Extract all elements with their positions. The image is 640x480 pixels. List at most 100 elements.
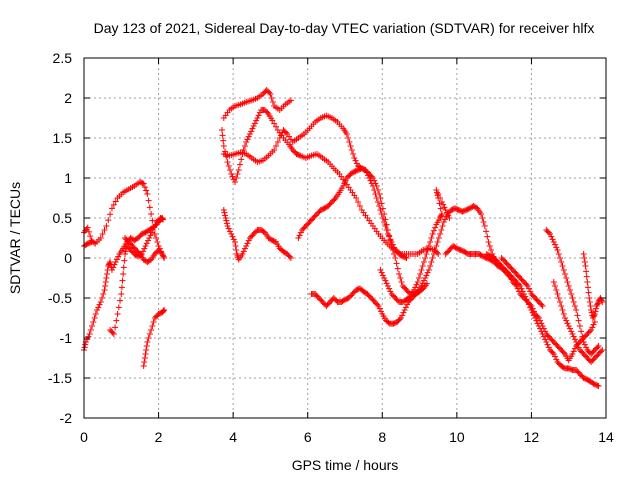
data-point: [245, 133, 252, 140]
data-point: [100, 291, 107, 297]
data-point: [220, 137, 227, 144]
data-point: [569, 351, 576, 357]
data-point: [141, 245, 148, 252]
data-point: [587, 303, 594, 309]
data-point: [297, 229, 304, 236]
data-point: [230, 236, 237, 243]
data-point: [594, 301, 601, 308]
x-tick-label: 12: [524, 429, 540, 445]
data-point: [141, 184, 148, 191]
data-point: [403, 255, 410, 261]
data-point: [381, 219, 388, 225]
data-point: [374, 301, 381, 308]
data-point: [223, 220, 230, 227]
y-tick-label: 0: [64, 250, 72, 266]
data-point: [140, 180, 147, 187]
data-point: [542, 328, 549, 335]
data-point: [399, 312, 406, 319]
data-point: [246, 131, 253, 137]
data-point: [224, 223, 231, 229]
data-point: [552, 353, 559, 360]
data-point: [478, 211, 485, 217]
data-point: [145, 197, 152, 204]
data-point: [240, 248, 247, 255]
data-point: [287, 255, 294, 261]
data-point: [271, 120, 278, 127]
data-point: [274, 139, 281, 145]
data-point: [161, 255, 168, 261]
data-point: [145, 237, 152, 244]
data-point: [220, 207, 227, 213]
data-point: [599, 347, 606, 353]
data-point: [269, 99, 276, 105]
data-point: [584, 284, 591, 291]
data-point: [387, 236, 394, 243]
data-point: [120, 271, 127, 277]
data-point: [115, 304, 122, 311]
data-point: [414, 279, 421, 285]
data-point: [568, 291, 575, 297]
data-point: [560, 349, 567, 356]
data-point: [432, 224, 439, 231]
data-point: [397, 315, 404, 321]
data-point: [223, 217, 230, 224]
data-point: [590, 321, 597, 328]
data-point: [143, 187, 150, 194]
data-point: [384, 231, 391, 237]
data-point: [588, 307, 595, 313]
data-point: [108, 267, 115, 273]
x-tick-label: 6: [304, 429, 312, 445]
data-point: [241, 143, 248, 149]
data-point: [387, 288, 394, 295]
data-point: [435, 191, 442, 197]
data-point: [486, 243, 493, 249]
data-point: [373, 195, 380, 201]
data-point: [538, 301, 545, 308]
data-point: [434, 239, 441, 245]
data-point: [255, 112, 262, 119]
data-point: [397, 275, 404, 281]
data-point: [141, 359, 148, 365]
data-point: [575, 344, 582, 351]
data-point: [422, 275, 429, 281]
y-tick-label: -1.5: [48, 370, 72, 386]
data-point: [539, 303, 546, 309]
data-point: [598, 296, 605, 303]
data-point: [379, 215, 386, 221]
data-point: [243, 139, 250, 145]
data-point: [437, 205, 444, 212]
data-point: [581, 259, 588, 265]
data-point: [251, 120, 258, 127]
data-point: [118, 284, 125, 291]
data-point: [353, 160, 360, 167]
data-point: [121, 257, 128, 264]
data-point: [95, 304, 102, 311]
data-point: [557, 255, 564, 261]
data-point: [239, 251, 246, 257]
data-point: [153, 235, 160, 241]
data-point: [589, 315, 596, 321]
data-point: [593, 303, 600, 309]
data-point: [224, 159, 231, 165]
data-point: [145, 335, 152, 341]
data-point: [378, 308, 385, 315]
data-point: [527, 288, 534, 295]
data-point: [430, 251, 437, 257]
data-point: [268, 95, 275, 101]
data-point: [569, 331, 576, 337]
data-point: [540, 325, 547, 332]
data-point: [378, 211, 385, 217]
data-point: [549, 349, 556, 356]
data-point: [244, 136, 251, 143]
series-8: [220, 112, 514, 297]
data-point: [159, 251, 166, 257]
data-point: [222, 148, 229, 155]
data-point: [372, 191, 379, 197]
data-point: [569, 295, 576, 301]
data-point: [86, 331, 93, 337]
data-point: [383, 280, 390, 287]
data-point: [433, 243, 440, 249]
data-point: [353, 195, 360, 201]
data-point: [227, 167, 234, 173]
data-point: [151, 224, 158, 231]
